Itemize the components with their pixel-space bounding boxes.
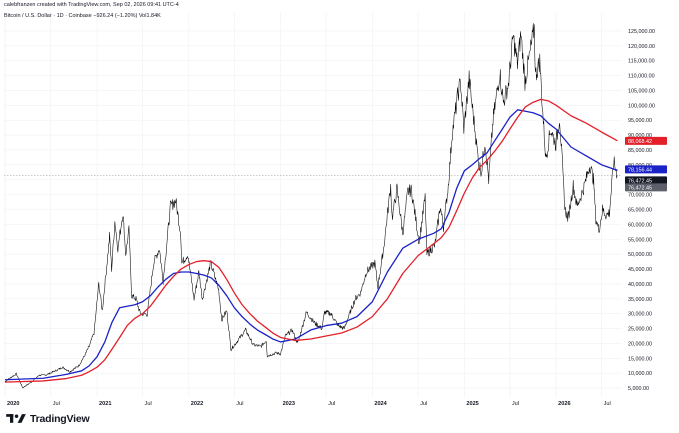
y-tick-label: 95,000.00 (628, 118, 652, 124)
x-tick-label: Jul (512, 401, 519, 407)
grid-lines (4, 12, 622, 397)
y-tick-label: 55,000.00 (628, 237, 652, 243)
x-tick-label: Jul (53, 401, 60, 407)
x-tick-label: Jul (145, 401, 152, 407)
y-tick-label: 10,000.00 (628, 371, 652, 377)
tradingview-logo-icon (6, 414, 26, 423)
y-tick-label: 120,000.00 (628, 44, 655, 50)
x-tick-label: 2022 (191, 401, 203, 407)
y-tick-label: 70,000.00 (628, 193, 652, 199)
y-tick-label: 105,000.00 (628, 88, 655, 94)
y-tick-label: 100,000.00 (628, 103, 655, 109)
y-tick-label: 45,000.00 (628, 267, 652, 273)
x-tick-label: 2024 (374, 401, 387, 407)
y-tick-label: 40,000.00 (628, 282, 652, 288)
symbol-info: Bitcoin / U.S. Dollar · 1D · Coinbase −9… (4, 13, 161, 19)
y-tick-label: 50,000.00 (628, 252, 652, 258)
y-tick-label: 110,000.00 (628, 74, 655, 80)
brand-name: TradingView (30, 413, 90, 425)
y-tick-label: 115,000.00 (628, 59, 655, 65)
tradingview-brand[interactable]: TradingView (6, 413, 90, 425)
price-axis[interactable]: 5,000.00 10,000.00 15,000.00 20,000.00 25,00… (628, 29, 655, 392)
red-moving-average-line (4, 98, 618, 383)
y-tick-label: 35,000.00 (628, 297, 652, 303)
x-tick-label: 2023 (283, 401, 295, 407)
y-tick-label: 15,000.00 (628, 356, 652, 362)
x-tick-label: Jul (420, 401, 427, 407)
x-tick-label: Jul (236, 401, 243, 407)
y-tick-label: 125,000.00 (628, 29, 655, 35)
price-badge-label: 76,472.45 (628, 178, 652, 184)
x-tick-label: 2025 (466, 401, 478, 407)
price-badge-label: 76,472.45 (628, 185, 652, 191)
price-badge-label: 78,156.44 (628, 167, 652, 173)
price-badge (625, 176, 667, 185)
price-badge (625, 136, 667, 145)
x-tick-label: 2020 (7, 401, 19, 407)
price-badge (625, 183, 667, 192)
x-tick-label: 2021 (99, 401, 111, 407)
y-tick-label: 60,000.00 (628, 222, 652, 228)
price-badge-label: 88,068.42 (628, 139, 652, 145)
price-badge (625, 165, 667, 174)
y-tick-label: 30,000.00 (628, 312, 652, 318)
y-tick-label: 85,000.00 (628, 148, 652, 154)
created-by-line: calebfranzen created with TradingView.co… (4, 2, 179, 8)
x-tick-label: 2026 (558, 401, 570, 407)
y-tick-label: 20,000.00 (628, 341, 652, 347)
y-tick-label: 90,000.00 (628, 133, 652, 139)
x-tick-label: Jul (328, 401, 335, 407)
y-tick-label: 65,000.00 (628, 208, 652, 214)
series-layer (4, 23, 618, 389)
blue-moving-average-line (4, 109, 618, 381)
y-tick-label: 5,000.00 (628, 386, 649, 392)
x-tick-label: Jul (604, 401, 611, 407)
time-axis[interactable]: 2020 Jul 2021 Jul 2022 Jul 2023 Jul 2024 Jul 2025 J… (7, 401, 611, 407)
price-line (4, 23, 618, 389)
y-tick-label: 25,000.00 (628, 327, 652, 333)
